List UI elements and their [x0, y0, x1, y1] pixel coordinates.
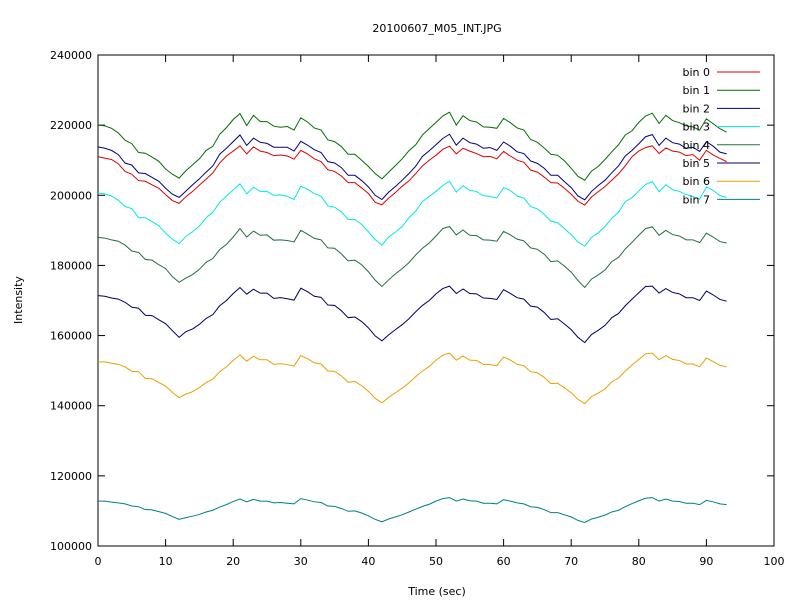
- series-line-bin-5: [97, 285, 727, 344]
- legend-label-bin-0: bin 0: [682, 66, 710, 79]
- x-tick-label: 50: [429, 555, 443, 568]
- x-tick-label: 20: [226, 555, 240, 568]
- chart-title: 20100607_M05_INT.JPG: [372, 22, 501, 35]
- legend-label-bin-6: bin 6: [682, 175, 710, 188]
- x-tick-label: 40: [361, 555, 375, 568]
- x-tick-label: 100: [764, 555, 785, 568]
- series-line-bin-7: [98, 497, 727, 524]
- y-tick-label: 200000: [50, 189, 92, 202]
- y-tick-label: 160000: [50, 330, 92, 343]
- x-tick-label: 90: [699, 555, 713, 568]
- plot-area-frame: [97, 54, 775, 547]
- series-line-bin-4: [97, 225, 727, 289]
- x-tick-label: 80: [632, 555, 646, 568]
- y-tick-label: 240000: [50, 49, 92, 62]
- legend-label-bin-2: bin 2: [682, 102, 710, 115]
- y-axis-label: Intensity: [12, 276, 25, 324]
- series-line-bin-1: [97, 111, 727, 181]
- axis-ticks: 0 10 20 30 40 50 60 70 80 90 100 100000 120000 140000…: [50, 49, 785, 568]
- series-line-bin-0: [97, 145, 727, 206]
- y-tick-label: 220000: [50, 119, 92, 132]
- legend-label-bin-3: bin 3: [682, 121, 710, 134]
- series-line-bin-6: [98, 352, 727, 405]
- y-tick-label: 120000: [50, 470, 92, 483]
- x-tick-label: 0: [95, 555, 102, 568]
- x-tick-label: 10: [159, 555, 173, 568]
- x-tick-label: 30: [294, 555, 308, 568]
- legend-label-bin-4: bin 4: [682, 139, 710, 152]
- legend-label-bin-5: bin 5: [682, 157, 710, 170]
- y-tick-label: 140000: [50, 400, 92, 413]
- legend-label-bin-1: bin 1: [682, 84, 710, 97]
- series-line-bin-3: [97, 180, 727, 247]
- x-axis-label: Time (sec): [407, 585, 466, 598]
- legend-label-bin-7: bin 7: [682, 193, 710, 206]
- legend: bin 0 bin 1 bin 2 bin 3 bin 4 bin 5 bin 6 bin 7: [682, 66, 760, 206]
- series-line-bin-2: [97, 133, 727, 201]
- x-tick-label: 60: [497, 555, 511, 568]
- y-tick-label: 100000: [50, 540, 92, 553]
- y-tick-label: 180000: [50, 259, 92, 272]
- x-tick-label: 70: [564, 555, 578, 568]
- series-lines: [97, 111, 727, 524]
